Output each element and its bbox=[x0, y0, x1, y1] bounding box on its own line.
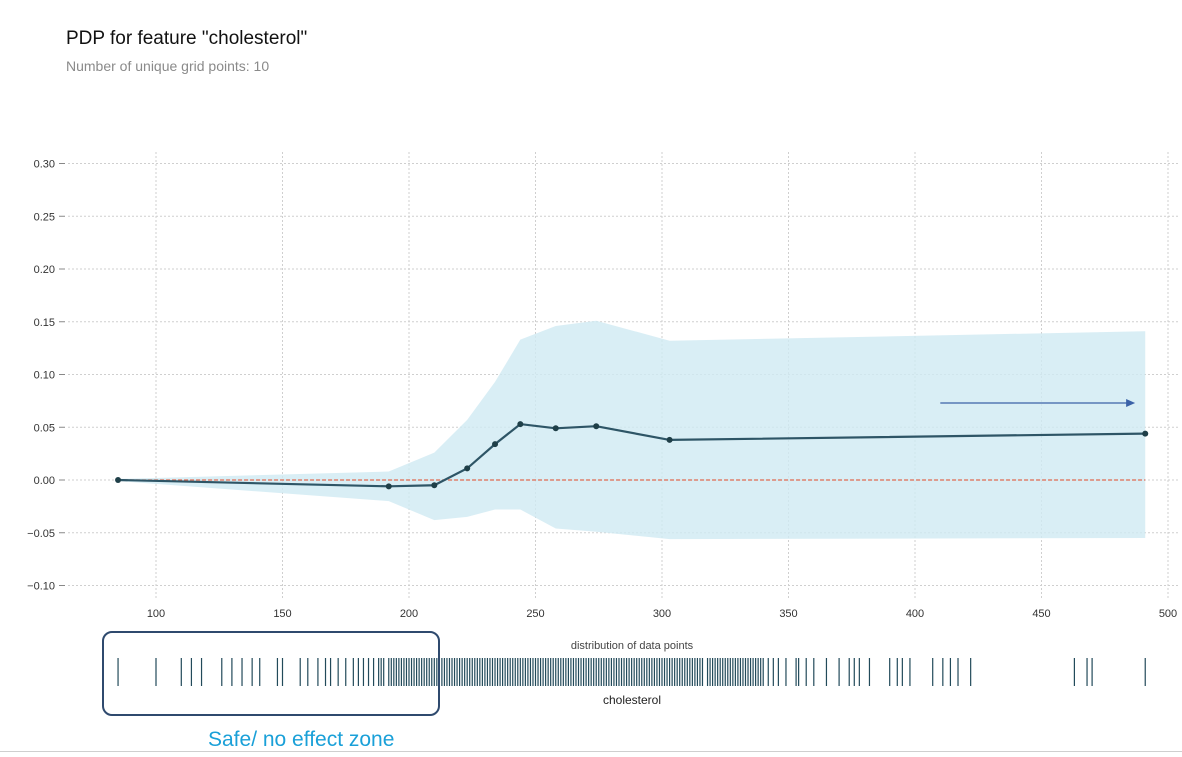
x-tick-labels: 100 150 200 250 300 350 400 450 500 bbox=[147, 608, 1177, 620]
x-tick-label: 500 bbox=[1159, 608, 1177, 620]
y-tick-label: 0.25 bbox=[34, 211, 55, 223]
y-tick-label: −0.10 bbox=[27, 581, 55, 593]
rug-plot: distribution of data points cholesterol bbox=[117, 640, 1146, 707]
bottom-divider bbox=[0, 751, 1182, 752]
pdp-point bbox=[385, 483, 392, 490]
safe-zone-label: Safe/ no effect zone bbox=[208, 728, 395, 751]
pdp-point bbox=[552, 425, 559, 432]
trend-arrow bbox=[940, 398, 1136, 407]
y-tick-label: 0.10 bbox=[34, 370, 55, 382]
pdp-series-line bbox=[118, 422, 1146, 488]
x-tick-label: 400 bbox=[906, 608, 924, 620]
x-tick-label: 100 bbox=[147, 608, 165, 620]
pdp-point bbox=[666, 436, 673, 443]
pdp-point bbox=[115, 477, 122, 483]
chart-title: PDP for feature "cholesterol" bbox=[66, 28, 308, 49]
rug-title: distribution of data points bbox=[571, 640, 694, 652]
safe-zone-box bbox=[102, 631, 440, 716]
rug-x-label: cholesterol bbox=[603, 693, 661, 707]
pdp-point bbox=[593, 423, 600, 430]
pdp-line bbox=[118, 422, 1146, 488]
y-tick-label: 0.05 bbox=[34, 422, 55, 434]
confidence-band-area bbox=[118, 320, 1146, 540]
x-tick-label: 300 bbox=[653, 608, 671, 620]
x-tick-label: 450 bbox=[1032, 608, 1050, 620]
y-tick-label: −0.05 bbox=[27, 528, 55, 540]
pdp-point bbox=[517, 421, 524, 428]
arrow-head bbox=[1126, 398, 1136, 407]
x-tick-label: 200 bbox=[400, 608, 418, 620]
pdp-point bbox=[492, 441, 499, 448]
y-tick-label: 0.20 bbox=[34, 264, 55, 276]
pdp-points bbox=[115, 421, 1149, 490]
y-tick-label: 0.15 bbox=[34, 317, 55, 329]
chart-subtitle: Number of unique grid points: 10 bbox=[66, 58, 270, 74]
pdp-point bbox=[431, 482, 438, 489]
y-tick-labels: −0.10 −0.05 0.00 0.05 0.10 0.15 0.20 0.25 0.30 bbox=[27, 159, 65, 593]
pdp-point bbox=[1142, 430, 1149, 437]
pdp-point bbox=[464, 465, 471, 472]
confidence-band bbox=[118, 320, 1146, 540]
x-tick-label: 150 bbox=[273, 608, 291, 620]
y-tick-label: 0.00 bbox=[34, 475, 55, 487]
y-tick-label: 0.30 bbox=[34, 159, 55, 171]
x-tick-label: 350 bbox=[779, 608, 797, 620]
x-tick-label: 250 bbox=[526, 608, 544, 620]
